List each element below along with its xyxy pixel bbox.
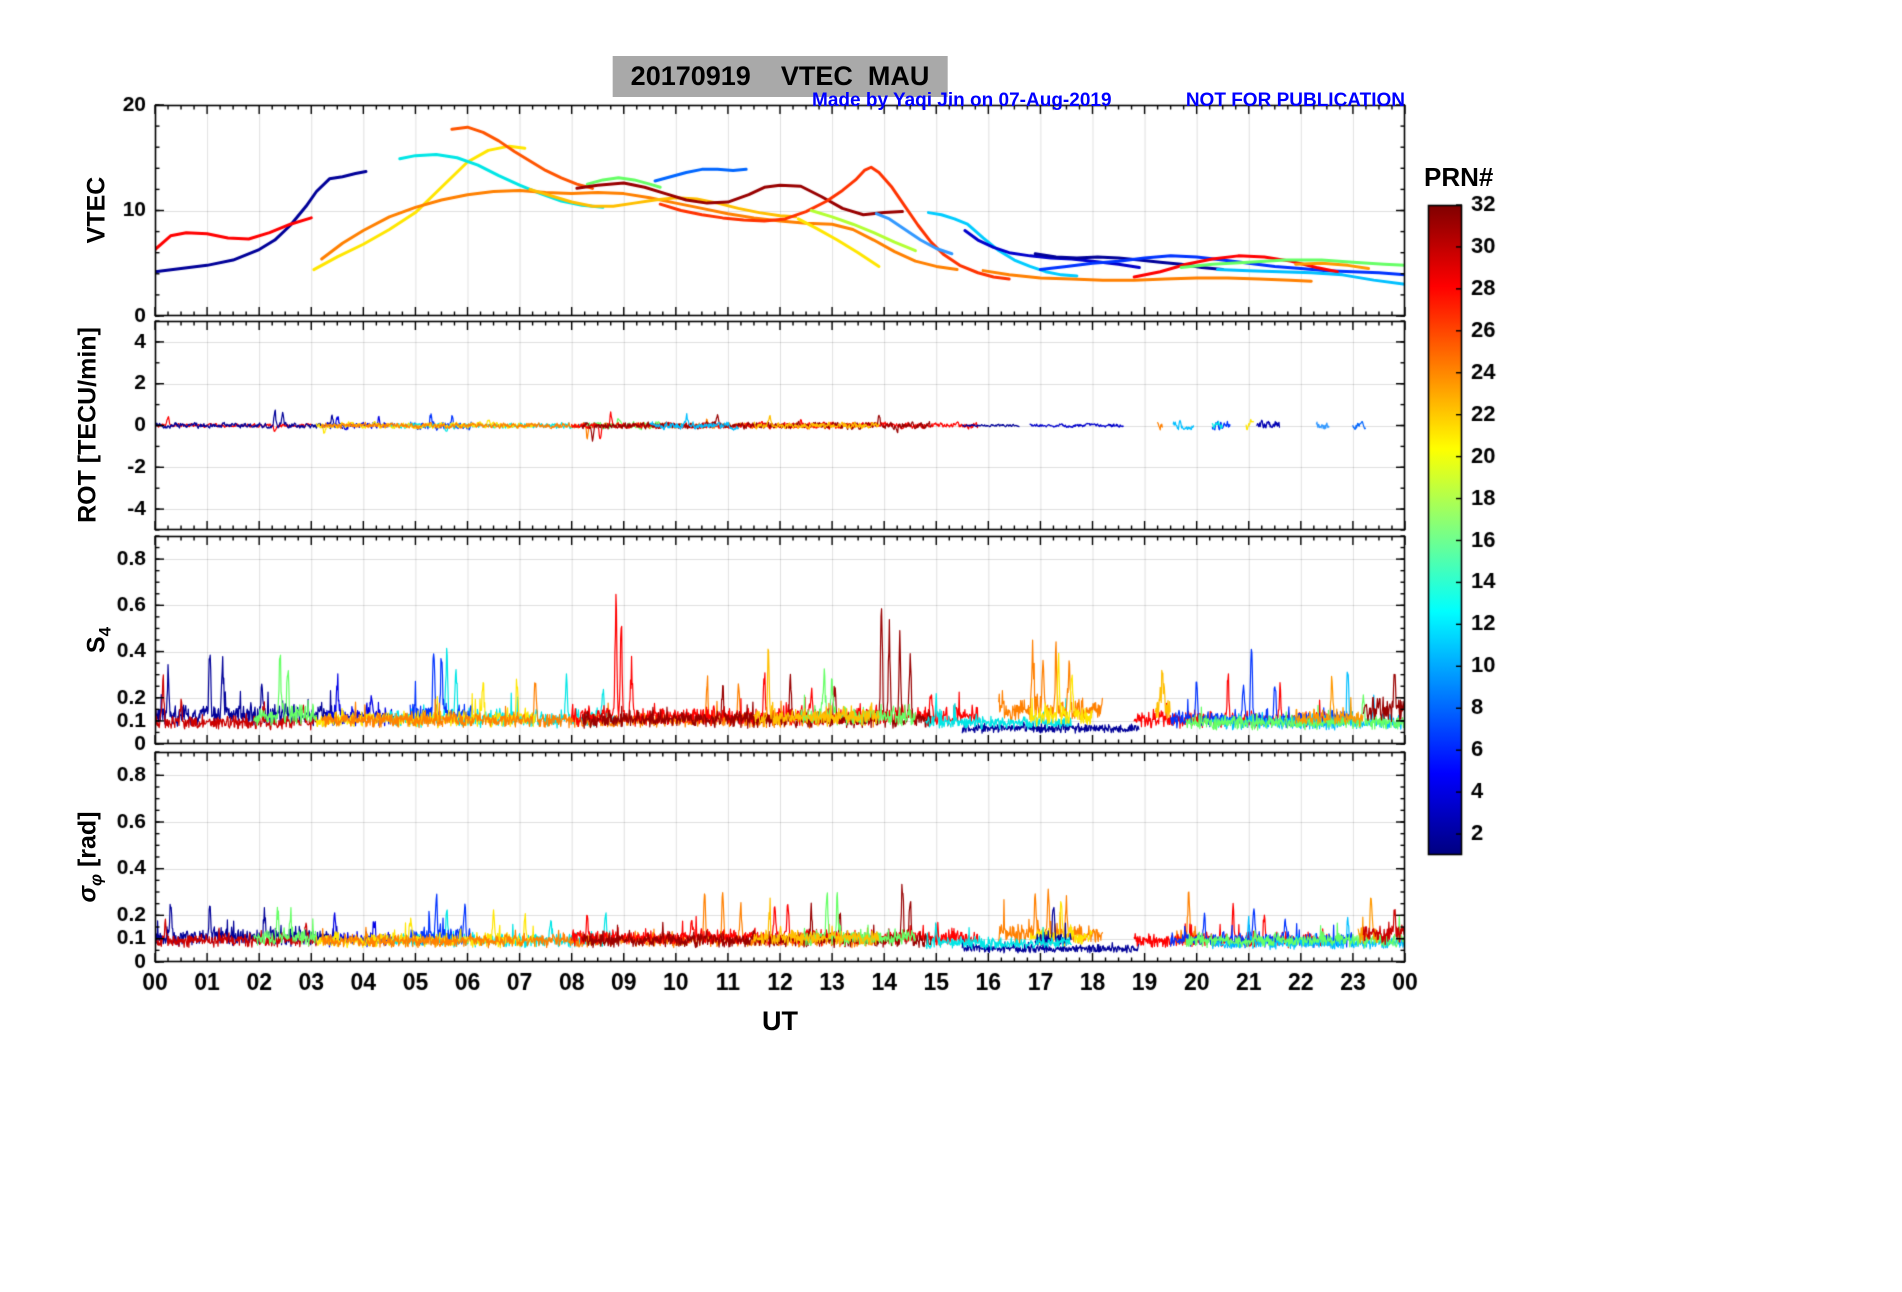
- ylabel-vtec: VTEC: [82, 176, 111, 244]
- credit-warning: NOT FOR PUBLICATION: [1185, 90, 1405, 111]
- credit-line: Made by Yaqi Jin on 07-Aug-2019 NOT FOR …: [812, 90, 1405, 112]
- colorbar-label: PRN#: [1424, 162, 1494, 192]
- ylabel-s4-main: S: [82, 636, 111, 654]
- ylabel-rot: ROT [TECU/min]: [73, 327, 102, 523]
- credit-author: Made by Yaqi Jin on 07-Aug-2019: [812, 90, 1112, 111]
- ylabel-sigma-main: σ: [73, 885, 102, 903]
- xlabel-ut: UT: [762, 1006, 798, 1036]
- ylabel-sigma-phi: σφ [rad]: [74, 811, 107, 902]
- ylabel-s4-sub: 4: [95, 626, 115, 637]
- ylabel-s4: S4: [83, 627, 116, 653]
- ylabel-sigma-sub: φ: [86, 873, 106, 886]
- chart-title: 20170919 VTEC MAU: [612, 56, 948, 97]
- ylabel-sigma-unit: [rad]: [73, 811, 102, 868]
